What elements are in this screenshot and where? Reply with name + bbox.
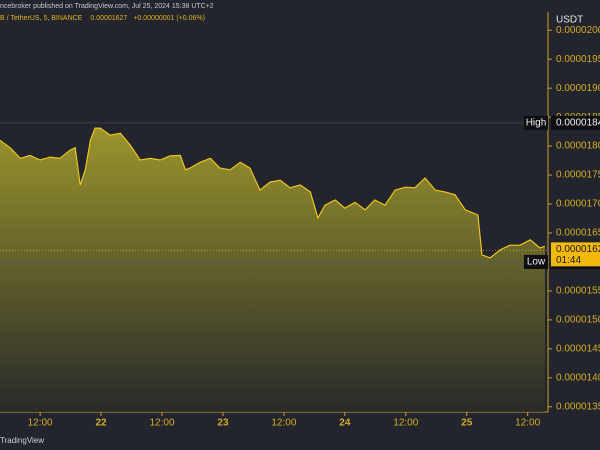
x-tick-label: 22 (96, 418, 108, 429)
x-tick-label: 12:00 (515, 418, 540, 429)
x-tick-label: 12:00 (271, 418, 296, 429)
last-price-box (551, 242, 600, 267)
x-tick-label: 12:00 (393, 418, 418, 429)
marker-name: High (526, 118, 547, 129)
symbol: B / TetherUS, 5, BINANCE (0, 15, 83, 22)
plot-area (0, 127, 546, 412)
x-tick-label: 25 (461, 418, 473, 429)
last-price-label: 0.0000162 (556, 244, 600, 255)
x-tick-label: 12:00 (149, 418, 174, 429)
y-tick-label: 0.0000190 (556, 83, 600, 94)
y-tick-label: 0.0000175 (556, 170, 600, 181)
area-fill (0, 128, 545, 412)
source-line: ncebroker published on TradingView.com, … (0, 3, 214, 10)
y-tick-label: 0.0000200 (556, 25, 600, 36)
y-tick-label: 0.0000140 (556, 372, 600, 383)
countdown: 01:44 (556, 255, 581, 266)
marker-name-box (524, 254, 548, 269)
last-price: 0.00001627 (90, 15, 127, 22)
x-tick-label: 24 (339, 418, 351, 429)
x-tick-label: 23 (217, 418, 229, 429)
y-tick-label: 0.0000135 (556, 401, 600, 412)
y-tick-label: 0.0000150 (556, 315, 600, 326)
brand: TradingView (0, 436, 44, 445)
change: +0.00000001 (+0.06%) (133, 15, 205, 22)
y-tick-label: 0.0000170 (556, 199, 600, 210)
y-tick-label: 0.0000145 (556, 343, 600, 354)
y-tick-label: 0.0000180 (556, 141, 600, 152)
x-tick-label: 12:00 (28, 418, 53, 429)
currency: USDT (556, 15, 583, 26)
y-tick-label: 0.0000155 (556, 286, 600, 297)
currency-box (551, 13, 600, 27)
marker-name: Low (527, 257, 546, 268)
y-tick-label: 0.0000195 (556, 54, 600, 65)
y-tick-label: 0.0000165 (556, 228, 600, 239)
marker-value-box (551, 115, 600, 130)
marker-value: 0.0000184 (556, 118, 600, 129)
marker-name-box (524, 115, 548, 130)
price-line (0, 127, 546, 259)
